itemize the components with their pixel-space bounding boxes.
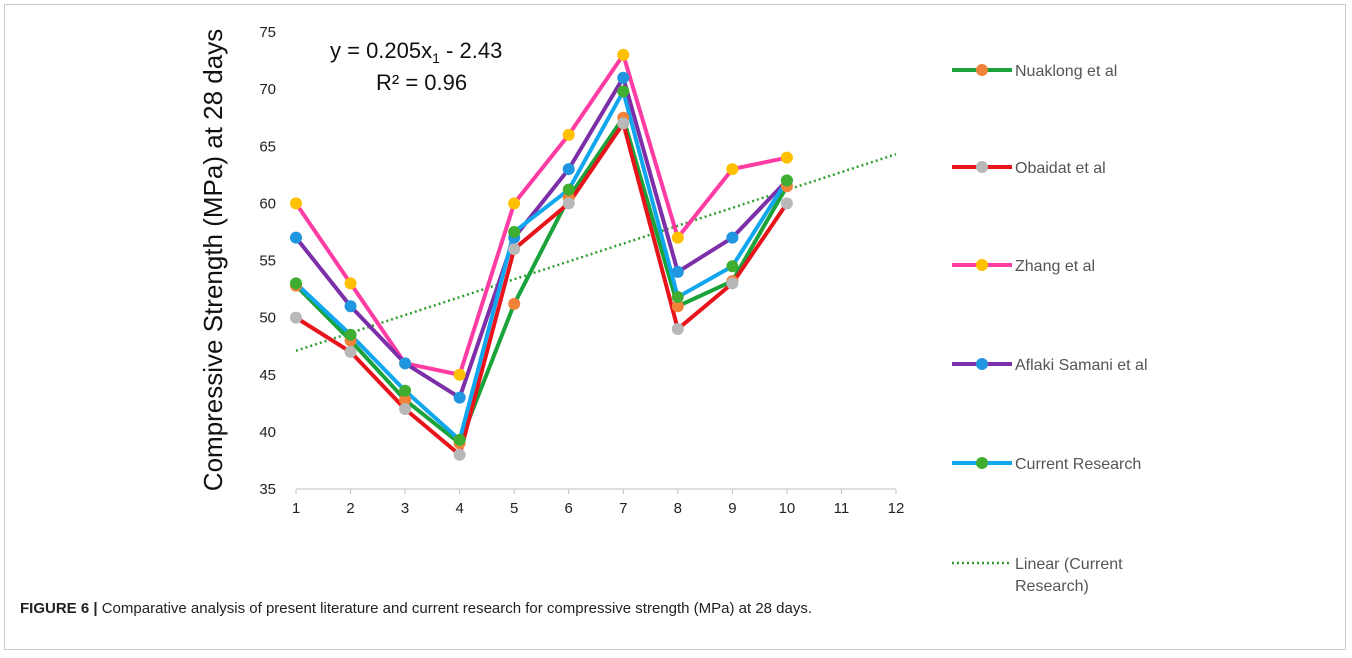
x-tick-label: 3: [401, 500, 409, 517]
legend-marker-zhang-et-al: [976, 259, 988, 271]
data-point-obaidat-et-al: [508, 243, 521, 256]
data-point-current-research: [453, 433, 466, 446]
data-point-aflaki-samani-et-al: [453, 391, 466, 404]
data-point-zhang-et-al: [344, 277, 357, 290]
series-line-current-research: [294, 89, 789, 442]
data-point-aflaki-samani-et-al: [290, 231, 302, 244]
legend-label-nuaklong-et-al: Nuaklong et al: [1015, 63, 1117, 80]
data-point-zhang-et-al: [671, 231, 684, 244]
equation-suffix: - 2.43: [440, 38, 502, 63]
data-point-zhang-et-al: [780, 151, 793, 164]
y-tick-label: 70: [259, 81, 276, 98]
data-point-zhang-et-al: [453, 368, 466, 381]
series-line-aflaki-samani-et-al: [294, 75, 789, 400]
data-point-obaidat-et-al: [344, 345, 357, 358]
x-tick-label: 6: [565, 500, 573, 517]
r-squared: R² = 0.96: [376, 70, 467, 95]
legend-label-aflaki-samani-et-al: Aflaki Samani et al: [1015, 357, 1148, 374]
legend-label-zhang-et-al: Zhang et al: [1015, 258, 1095, 275]
equation-subscript: 1: [432, 50, 440, 66]
legend-marker-aflaki-samani-et-al: [976, 358, 988, 370]
data-point-obaidat-et-al: [562, 197, 575, 210]
equation-prefix: y = 0.205x: [330, 38, 432, 63]
data-point-zhang-et-al: [290, 197, 302, 210]
series-line-zhang-et-al: [294, 52, 788, 377]
data-point-aflaki-samani-et-al: [671, 265, 684, 278]
data-point-zhang-et-al: [562, 128, 575, 141]
figure-label: FIGURE 6 |: [20, 600, 98, 617]
data-point-obaidat-et-al: [671, 323, 684, 336]
legend-label-trendline-cont: Research): [1015, 578, 1089, 595]
data-point-zhang-et-al: [508, 197, 521, 210]
x-tick-label: 8: [674, 500, 682, 517]
data-point-aflaki-samani-et-al: [344, 300, 357, 313]
x-tick-label: 2: [346, 500, 354, 517]
data-point-current-research: [726, 260, 739, 273]
x-tick-label: 9: [728, 500, 736, 517]
figure-frame: [4, 4, 1346, 650]
y-axis-label: Compressive Strength (MPa) at 28 days: [198, 29, 228, 491]
data-point-aflaki-samani-et-al: [726, 231, 739, 244]
x-tick-label: 1: [292, 500, 300, 517]
data-point-current-research: [290, 277, 302, 290]
trendline: [295, 153, 897, 352]
data-point-aflaki-samani-et-al: [562, 163, 575, 176]
data-point-current-research: [617, 85, 630, 98]
data-point-nuaklong-et-al: [508, 297, 521, 310]
y-tick-label: 40: [259, 424, 276, 441]
regression-equation: y = 0.205x1 - 2.43: [330, 38, 502, 66]
data-point-aflaki-samani-et-al: [399, 357, 412, 370]
data-point-obaidat-et-al: [617, 117, 630, 130]
x-tick-label: 5: [510, 500, 518, 517]
x-tick-label: 11: [834, 500, 850, 517]
data-point-nuaklong-et-al: [399, 393, 412, 406]
series-line-obaidat-et-al: [294, 121, 789, 457]
series-lines: [294, 52, 789, 457]
data-point-zhang-et-al: [617, 48, 630, 61]
data-point-current-research: [562, 183, 575, 196]
legend-marker-obaidat-et-al: [976, 161, 988, 173]
data-point-obaidat-et-al: [290, 311, 302, 324]
data-point-obaidat-et-al: [399, 403, 412, 416]
y-tick-label: 75: [259, 24, 276, 41]
x-tick-label: 4: [455, 500, 463, 517]
y-tick-label: 65: [259, 138, 276, 155]
legend-marker-nuaklong-et-al: [976, 64, 988, 76]
figure-caption-text: Comparative analysis of present literatu…: [101, 600, 813, 617]
legend-label-current-research: Current Research: [1015, 456, 1141, 473]
y-tick-label: 35: [259, 481, 276, 498]
y-tick-label: 50: [259, 310, 276, 327]
legend-marker-current-research: [976, 457, 988, 469]
data-point-obaidat-et-al: [780, 197, 793, 210]
trendline-layer: [295, 153, 897, 352]
y-tick-label: 60: [259, 195, 276, 212]
data-point-current-research: [508, 225, 521, 238]
series-line-nuaklong-et-al: [294, 115, 789, 446]
data-point-current-research: [671, 291, 684, 304]
data-point-obaidat-et-al: [726, 277, 739, 290]
legend-label-obaidat-et-al: Obaidat et al: [1015, 160, 1106, 177]
figure-caption: FIGURE 6 | Comparative analysis of prese…: [20, 600, 812, 617]
legend: Nuaklong et al Obaidat et al Zhang et al Af…: [952, 63, 1148, 595]
y-tick-label: 55: [259, 253, 276, 270]
y-tick-label: 45: [259, 367, 276, 384]
x-tick-label: 12: [888, 500, 905, 517]
data-point-aflaki-samani-et-al: [617, 71, 630, 84]
data-point-current-research: [344, 328, 357, 341]
legend-label-trendline: Linear (Current: [1015, 556, 1123, 573]
series-markers: [290, 48, 793, 461]
x-tick-label: 7: [619, 500, 627, 517]
data-point-zhang-et-al: [726, 163, 739, 176]
data-point-nuaklong-et-al: [671, 300, 684, 313]
data-point-current-research: [399, 384, 412, 397]
x-tick-label: 10: [779, 500, 796, 517]
data-point-obaidat-et-al: [453, 448, 466, 461]
data-point-current-research: [780, 174, 793, 187]
